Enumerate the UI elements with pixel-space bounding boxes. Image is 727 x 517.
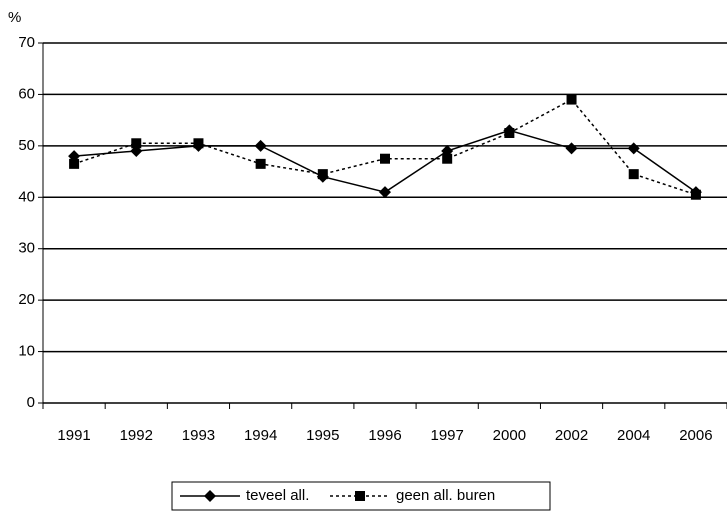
marker — [255, 158, 266, 169]
y-tick-label: 30 — [18, 240, 35, 257]
x-tick-label: 1995 — [306, 427, 339, 444]
x-tick-label: 1991 — [57, 427, 90, 444]
marker — [379, 186, 391, 199]
x-tick-label: 2004 — [617, 427, 650, 444]
y-tick-label: 50 — [18, 137, 35, 154]
legend-label: geen all. buren — [396, 487, 495, 504]
y-tick-label: 10 — [18, 343, 35, 360]
marker — [628, 169, 639, 180]
marker — [193, 138, 204, 149]
marker — [204, 490, 216, 502]
legend-label: teveel all. — [246, 487, 309, 504]
marker — [380, 153, 390, 164]
marker — [504, 128, 515, 138]
x-tick-label: 1994 — [244, 427, 277, 444]
y-tick-label: 20 — [18, 291, 35, 308]
x-tick-label: 1992 — [120, 427, 153, 444]
marker — [442, 153, 453, 164]
y-tick-label: 70 — [18, 34, 35, 51]
y-tick-label: 60 — [18, 85, 35, 102]
marker — [566, 94, 577, 105]
series-line — [73, 98, 697, 196]
x-tick-label: 2002 — [555, 427, 588, 444]
y-axis-label: % — [8, 9, 21, 26]
marker — [317, 169, 328, 180]
marker — [355, 491, 365, 501]
marker — [131, 138, 142, 149]
marker — [627, 142, 640, 155]
x-tick-label: 2006 — [679, 427, 712, 444]
x-tick-label: 1993 — [182, 427, 215, 444]
x-tick-label: 1996 — [368, 427, 401, 444]
marker — [69, 158, 80, 169]
x-tick-label: 1997 — [430, 427, 463, 444]
marker — [254, 139, 267, 152]
y-tick-label: 0 — [27, 394, 35, 411]
marker — [565, 142, 578, 155]
marker — [690, 189, 701, 200]
x-tick-label: 2000 — [493, 427, 526, 444]
y-tick-label: 40 — [18, 188, 35, 205]
